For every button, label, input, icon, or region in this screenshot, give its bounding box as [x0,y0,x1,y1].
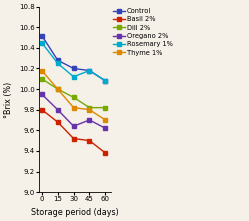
Dill 2% [72,96,75,99]
Oregano 2% [56,108,59,111]
Line: Basil 2%: Basil 2% [40,108,107,155]
Thyme 1% [104,119,107,121]
Thyme 1% [88,108,91,111]
Basil 2% [56,121,59,123]
Basil 2% [88,139,91,142]
Oregano 2% [104,127,107,130]
Control [40,34,43,37]
Control [104,80,107,82]
Oregano 2% [40,93,43,95]
Rosemary 1% [40,41,43,44]
Thyme 1% [56,88,59,90]
Dill 2% [104,106,107,109]
Dill 2% [88,106,91,109]
Rosemary 1% [72,75,75,78]
Line: Control: Control [40,33,107,83]
Basil 2% [104,152,107,154]
Rosemary 1% [88,69,91,72]
Basil 2% [72,137,75,140]
X-axis label: Storage period (days): Storage period (days) [31,208,119,217]
Rosemary 1% [104,80,107,82]
Line: Rosemary 1%: Rosemary 1% [40,41,107,83]
Control [56,59,59,62]
Rosemary 1% [56,62,59,65]
Basil 2% [40,108,43,111]
Line: Thyme 1%: Thyme 1% [40,69,107,122]
Control [88,69,91,72]
Thyme 1% [72,106,75,109]
Oregano 2% [88,119,91,121]
Oregano 2% [72,125,75,128]
Line: Dill 2%: Dill 2% [40,77,107,110]
Thyme 1% [40,69,43,72]
Control [72,67,75,70]
Dill 2% [40,77,43,80]
Y-axis label: °Brix (%): °Brix (%) [4,81,13,118]
Line: Oregano 2%: Oregano 2% [40,92,107,130]
Dill 2% [56,88,59,90]
Legend: Control, Basil 2%, Dill 2%, Oregano 2%, Rosemary 1%, Thyme 1%: Control, Basil 2%, Dill 2%, Oregano 2%, … [111,7,174,57]
